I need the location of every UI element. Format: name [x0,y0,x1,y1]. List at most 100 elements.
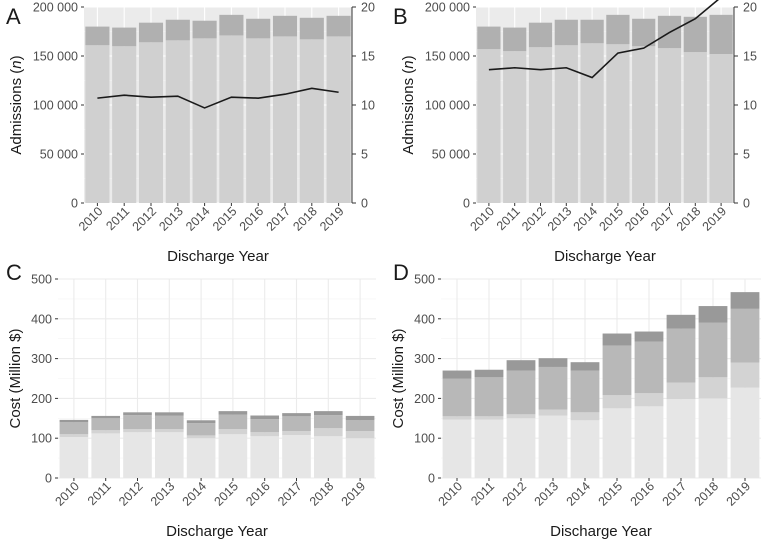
bar-2017-segment-2 [282,431,311,436]
bar-2011-segment-3 [91,418,121,431]
bar-2014-segment-2 [580,19,604,44]
bar-2018-segment-1 [683,52,707,203]
x-tick-label: 2018 [290,204,320,234]
secondary-y-tick-label: 5 [743,148,750,162]
bar-2018-segment-1 [313,436,343,478]
bar-2018-segment-2 [299,17,324,40]
x-tick-label: 2011 [494,204,523,233]
bar-2010-segment-3 [59,422,89,435]
y-axis-title: Cost (Million $) [7,328,24,428]
x-tick-label: 2015 [210,204,240,234]
panel-b: 0 50 000 100 000 150 000 200 000 0 5 10 15 20 2010… [393,0,757,265]
panel-tag: B [393,4,408,29]
bar-2013-segment-2 [165,19,190,41]
x-tick-label: 2010 [52,479,82,509]
bar-2016-segment-3 [634,341,664,394]
bar-2013-segment-1 [554,45,578,203]
bar-2017-segment-1 [657,48,682,203]
secondary-y-tick-label: 10 [361,99,375,113]
x-tick-label: 2013 [156,204,186,234]
x-tick-label: 2014 [564,479,594,509]
bar-2011-segment-1 [474,419,504,478]
secondary-y-tick-label: 20 [361,1,375,15]
bar-2012-segment-1 [138,42,164,203]
secondary-y-tick-label: 0 [743,197,750,211]
y-tick-label: 200 [31,392,52,406]
x-tick-label: 2016 [628,479,658,509]
bar-2011-segment-2 [91,430,121,434]
bar-2012-segment-1 [123,432,152,478]
bar-2013-segment-4 [154,412,184,416]
x-tick-label: 2014 [180,479,210,509]
bar-2014-segment-2 [192,20,217,39]
bar-2014-segment-2 [186,435,216,439]
x-tick-label: 2015 [211,479,241,509]
bar-2016-segment-4 [634,331,664,342]
bar-2017-segment-3 [282,416,311,432]
secondary-y-tick-label: 0 [361,197,368,211]
bar-2014-segment-1 [192,38,217,203]
x-tick-label: 2017 [660,479,690,509]
bar-2015-segment-2 [218,429,248,435]
x-tick-label: 2013 [148,479,178,509]
y-tick-label: 0 [71,197,78,211]
y-tick-label: 200 000 [33,1,78,15]
bar-2012-segment-2 [506,414,536,419]
bar-2014-segment-1 [570,420,600,478]
x-tick-label: 2010 [76,204,106,234]
x-tick-label: 2017 [264,204,294,234]
bar-2015-segment-2 [219,14,244,36]
bar-2014-segment-2 [570,412,600,421]
y-tick-label: 400 [31,312,52,326]
bar-2015-segment-2 [602,395,632,409]
bar-2016-segment-1 [632,46,656,204]
x-axis-title: Discharge Year [550,523,652,539]
bar-2019-segment-4 [730,292,760,309]
bar-2014-segment-4 [186,420,216,424]
bar-2011-segment-1 [503,51,527,203]
bar-2017-segment-3 [666,328,696,383]
bar-2011-segment-3 [474,377,504,417]
x-tick-label: 2016 [243,479,273,509]
bar-2016-segment-3 [250,419,280,433]
x-tick-label: 2013 [532,479,562,509]
bar-2014-segment-3 [186,423,216,436]
bar-2018-segment-3 [698,322,728,378]
y-tick-label: 0 [428,472,435,486]
bar-2012-segment-2 [138,22,164,43]
bar-2016-segment-1 [250,436,280,478]
bar-2010-segment-1 [442,419,472,478]
bar-2011-segment-1 [112,46,137,204]
x-tick-label: 2012 [130,204,160,234]
bar-2016-segment-2 [250,432,280,437]
bar-2019-segment-2 [709,14,733,55]
bar-2011-segment-2 [474,416,504,420]
x-tick-label: 2018 [692,479,722,509]
x-tick-label: 2016 [237,204,267,234]
bar-2013-segment-2 [554,19,578,46]
bar-2018-segment-4 [698,306,728,323]
y-tick-label: 150 000 [33,50,78,64]
bar-2010-segment-2 [477,26,501,50]
bar-2017-segment-4 [282,413,311,417]
bar-2019-segment-4 [345,415,375,421]
bar-2013-segment-1 [154,432,184,478]
bar-2016-segment-2 [246,18,271,39]
x-tick-label: 2016 [622,204,652,234]
bar-2012-segment-1 [528,47,553,204]
bar-2015-segment-4 [218,411,248,415]
secondary-y-tick-label: 20 [743,1,757,15]
bar-2011-segment-2 [112,27,137,47]
x-tick-label: 2018 [674,204,704,234]
bar-2015-segment-1 [219,35,244,203]
bar-2012-segment-2 [528,22,553,48]
bar-2019-segment-1 [345,438,375,478]
bar-2018-segment-4 [313,411,343,416]
bar-2013-segment-3 [538,366,568,410]
bar-2010-segment-1 [59,437,89,478]
bar-2019-segment-1 [730,387,760,478]
y-tick-label: 100 000 [33,99,78,113]
x-axis-title: Discharge Year [167,248,269,265]
bar-2018-segment-2 [313,428,343,437]
